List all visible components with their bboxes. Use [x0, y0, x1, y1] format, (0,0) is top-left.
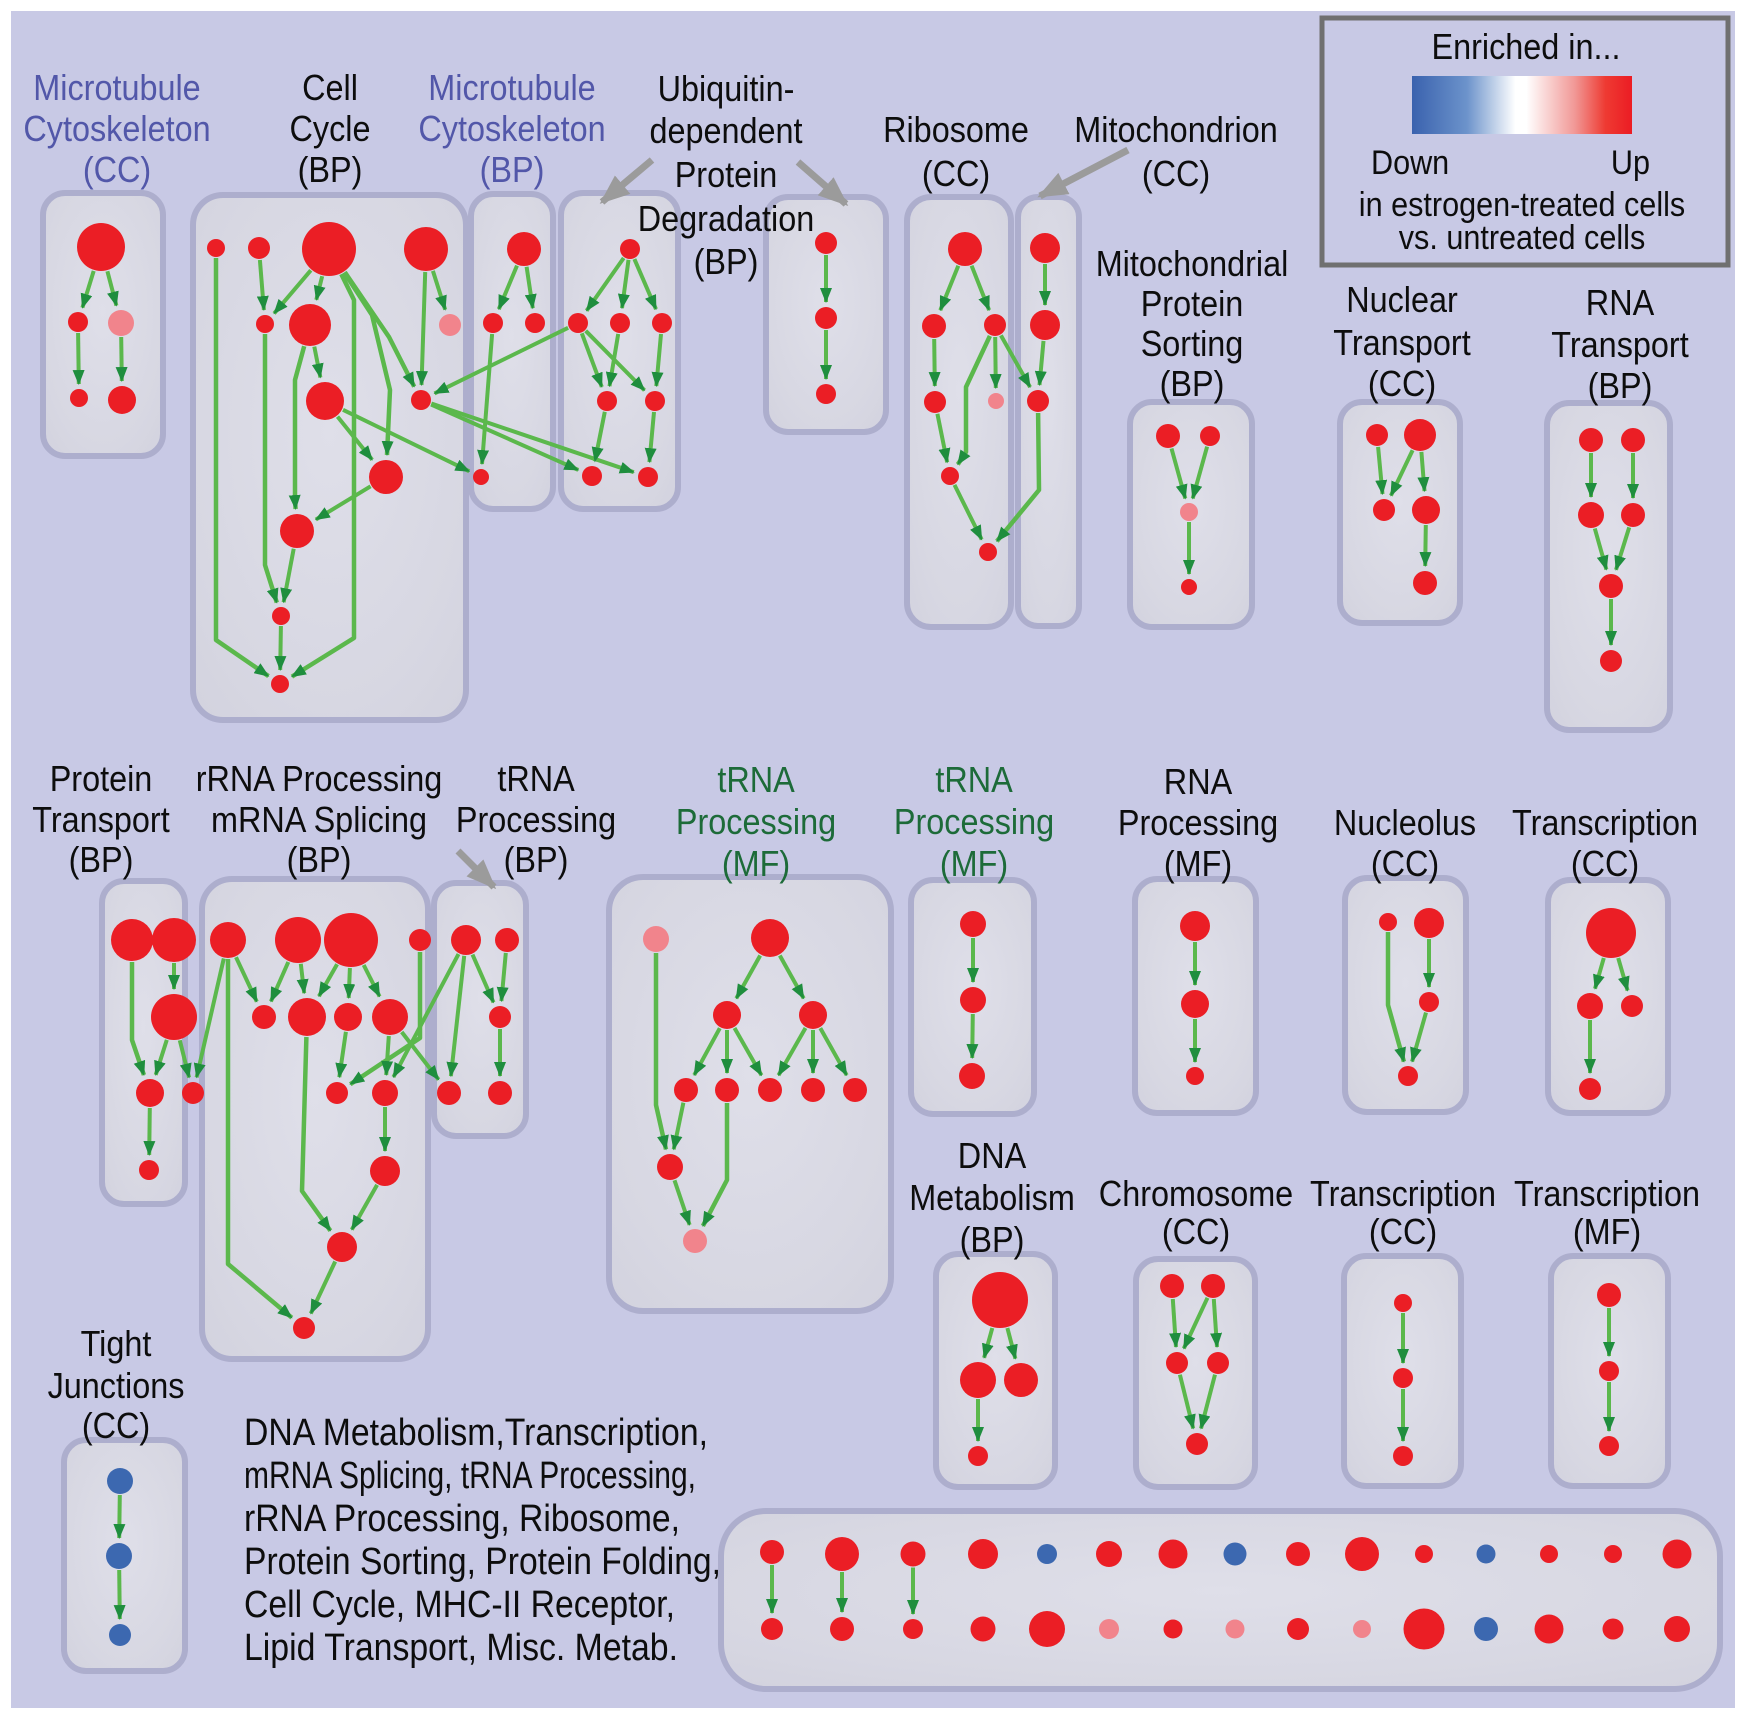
svg-text:(CC): (CC)	[82, 1406, 150, 1446]
svg-text:Processing: Processing	[1118, 803, 1278, 843]
svg-text:Transcription: Transcription	[1514, 1174, 1700, 1214]
svg-text:(MF): (MF)	[940, 844, 1008, 884]
svg-text:Transport: Transport	[32, 800, 170, 840]
svg-text:(BP): (BP)	[1160, 364, 1225, 404]
svg-text:Transcription: Transcription	[1512, 803, 1698, 843]
svg-text:(BP): (BP)	[480, 150, 545, 190]
svg-text:(BP): (BP)	[504, 840, 569, 880]
svg-text:(CC): (CC)	[922, 154, 990, 194]
svg-text:Cytoskeleton: Cytoskeleton	[23, 109, 210, 149]
svg-text:RNA: RNA	[1586, 283, 1655, 323]
svg-text:Processing: Processing	[456, 800, 616, 840]
svg-text:Transport: Transport	[1333, 323, 1471, 363]
svg-text:vs. untreated cells: vs. untreated cells	[1399, 219, 1646, 257]
svg-text:(CC): (CC)	[1371, 844, 1439, 884]
svg-text:Nucleolus: Nucleolus	[1334, 803, 1476, 843]
svg-text:(MF): (MF)	[1164, 844, 1232, 884]
svg-text:Mitochondrion: Mitochondrion	[1074, 110, 1277, 150]
svg-text:(BP): (BP)	[960, 1220, 1025, 1260]
svg-text:Protein: Protein	[1141, 284, 1244, 324]
svg-text:Cell: Cell	[302, 68, 358, 108]
svg-text:(BP): (BP)	[69, 840, 134, 880]
svg-text:(MF): (MF)	[722, 844, 790, 884]
svg-text:(CC): (CC)	[83, 150, 151, 190]
svg-text:(CC): (CC)	[1369, 1212, 1437, 1252]
svg-text:Sorting: Sorting	[1141, 324, 1244, 364]
svg-text:Microtubule: Microtubule	[33, 68, 200, 108]
svg-text:tRNA: tRNA	[497, 759, 575, 799]
svg-text:Down: Down	[1371, 144, 1449, 182]
svg-text:RNA: RNA	[1164, 762, 1233, 802]
svg-text:(BP): (BP)	[694, 242, 759, 282]
svg-text:(CC): (CC)	[1142, 154, 1210, 194]
svg-text:Mitochondrial: Mitochondrial	[1096, 244, 1289, 284]
svg-text:(CC): (CC)	[1571, 844, 1639, 884]
svg-text:Transcription: Transcription	[1310, 1174, 1496, 1214]
svg-text:Transport: Transport	[1551, 325, 1689, 365]
svg-text:Chromosome: Chromosome	[1099, 1174, 1293, 1214]
svg-text:Degradation: Degradation	[638, 199, 814, 239]
svg-text:Microtubule: Microtubule	[428, 68, 595, 108]
svg-text:Junctions: Junctions	[48, 1366, 185, 1406]
svg-text:(BP): (BP)	[298, 150, 363, 190]
svg-text:DNA Metabolism,Transcription,: DNA Metabolism,Transcription,	[244, 1412, 708, 1454]
svg-text:in estrogen-treated cells: in estrogen-treated cells	[1359, 186, 1685, 224]
svg-text:(CC): (CC)	[1368, 364, 1436, 404]
svg-text:DNA: DNA	[958, 1136, 1027, 1176]
svg-text:mRNA Splicing: mRNA Splicing	[211, 800, 427, 840]
svg-text:Cytoskeleton: Cytoskeleton	[418, 109, 605, 149]
svg-text:Lipid Transport, Misc. Metab.: Lipid Transport, Misc. Metab.	[244, 1627, 678, 1669]
svg-text:tRNA: tRNA	[935, 760, 1013, 800]
svg-text:Ubiquitin-: Ubiquitin-	[658, 69, 795, 109]
svg-text:Enriched in...: Enriched in...	[1431, 27, 1620, 67]
svg-text:Protein: Protein	[675, 155, 778, 195]
svg-text:Cell Cycle, MHC-II Receptor,: Cell Cycle, MHC-II Receptor,	[244, 1584, 675, 1626]
svg-text:tRNA: tRNA	[717, 760, 795, 800]
svg-text:Up: Up	[1611, 144, 1650, 182]
svg-text:Protein Sorting, Protein Foldi: Protein Sorting, Protein Folding,	[244, 1541, 721, 1583]
svg-text:Nuclear: Nuclear	[1346, 280, 1458, 320]
svg-text:(MF): (MF)	[1573, 1212, 1641, 1252]
svg-text:(CC): (CC)	[1162, 1212, 1230, 1252]
svg-text:(BP): (BP)	[1588, 366, 1653, 406]
svg-text:Cycle: Cycle	[290, 109, 371, 149]
svg-text:rRNA Processing: rRNA Processing	[196, 759, 443, 799]
svg-text:mRNA Splicing, tRNA Processing: mRNA Splicing, tRNA Processing,	[244, 1455, 696, 1497]
svg-text:Processing: Processing	[894, 802, 1054, 842]
svg-text:Ribosome: Ribosome	[883, 110, 1029, 150]
svg-text:rRNA Processing, Ribosome,: rRNA Processing, Ribosome,	[244, 1498, 680, 1540]
svg-text:Processing: Processing	[676, 802, 836, 842]
svg-text:(BP): (BP)	[287, 840, 352, 880]
svg-text:Protein: Protein	[50, 759, 153, 799]
svg-text:Tight: Tight	[81, 1324, 152, 1364]
svg-text:dependent: dependent	[649, 111, 803, 151]
svg-text:Metabolism: Metabolism	[909, 1178, 1075, 1218]
